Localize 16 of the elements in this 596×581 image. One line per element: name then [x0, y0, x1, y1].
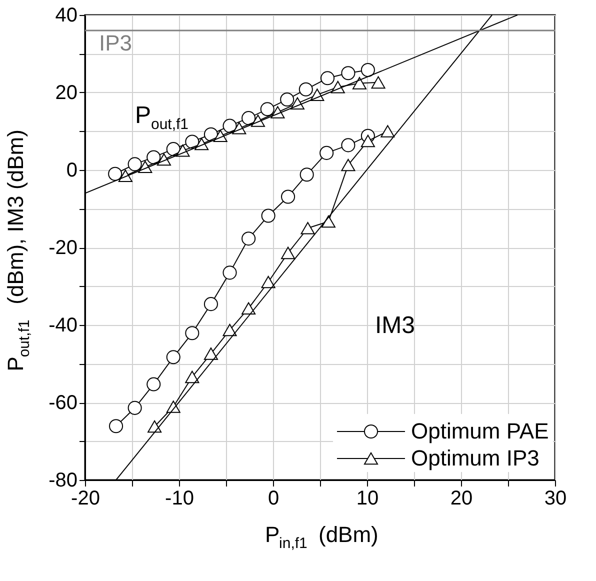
y-tick-label: 40 [55, 4, 78, 26]
y-tick-label: 0 [66, 160, 78, 182]
y-tick-label: -60 [48, 392, 78, 414]
y-tick-label: -40 [48, 314, 78, 336]
y-tick-label: -20 [48, 237, 78, 259]
ref-line-label: IP3 [99, 30, 132, 56]
y-axis-title: Pout,f1 (dBm), IM3 (dBm) [3, 130, 33, 372]
legend-label: Optimum PAE [411, 418, 549, 444]
annotation: IM3 [375, 312, 416, 339]
x-tick-label: 10 [356, 488, 379, 510]
x-tick-label: 20 [450, 488, 473, 510]
y-tick-label: 20 [55, 82, 78, 104]
legend-label: Optimum IP3 [411, 446, 540, 470]
x-tick-label: 0 [268, 488, 280, 510]
x-tick-label: 30 [544, 488, 567, 510]
x-tick-label: -10 [165, 488, 194, 510]
